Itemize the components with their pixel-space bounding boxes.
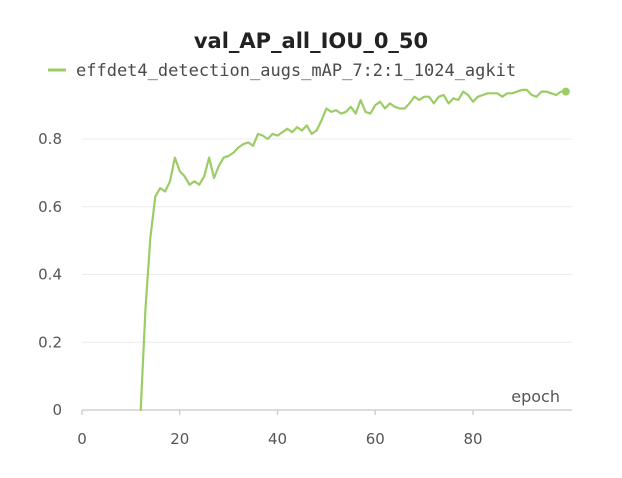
chart-title: val_AP_all_IOU_0_50	[194, 29, 428, 53]
y-tick-label: 0.2	[38, 333, 62, 351]
y-tick-label: 0.6	[38, 198, 62, 216]
y-tick-label: 0	[52, 401, 62, 419]
y-tick-label: 0.8	[38, 130, 62, 148]
series-line	[139, 88, 568, 412]
y-tick-label: 0.4	[38, 266, 62, 284]
grid	[82, 138, 572, 343]
x-tick-label: 0	[77, 430, 87, 448]
legend[interactable]: effdet4_detection_augs_mAP_7:2:1_1024_ag…	[48, 61, 516, 81]
x-tick-label: 40	[268, 430, 287, 448]
x-tick-label: 60	[366, 430, 385, 448]
x-tick-label: 80	[463, 430, 482, 448]
series-layer	[139, 87, 570, 412]
x-axis-label: epoch	[511, 387, 560, 406]
series-endpoint-marker	[561, 87, 570, 96]
x-tick-label: 20	[170, 430, 189, 448]
axes: 0 0.2 0.4 0.6 0.8 0 20 40 60 80	[38, 130, 572, 448]
legend-label: effdet4_detection_augs_mAP_7:2:1_1024_ag…	[76, 61, 516, 81]
